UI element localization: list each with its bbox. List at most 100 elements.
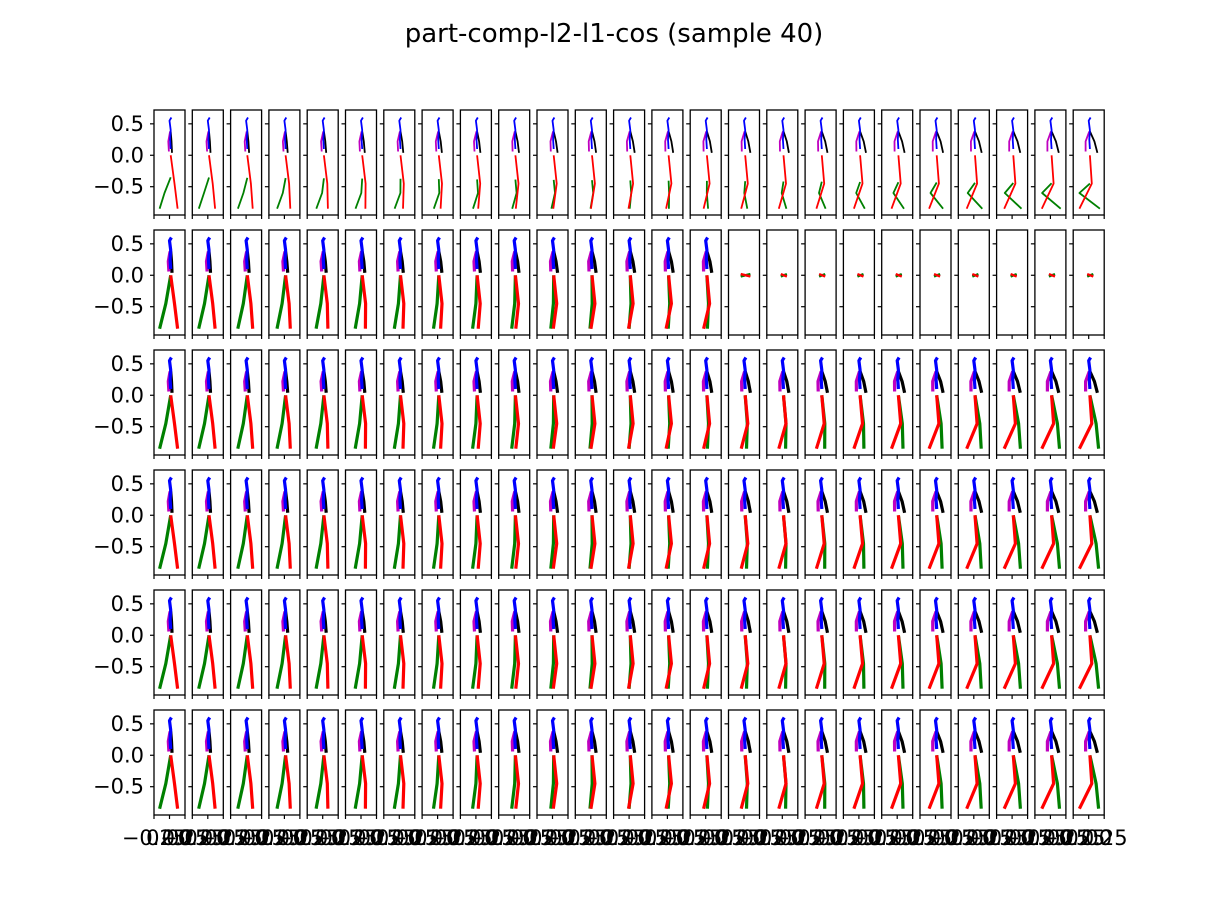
- pose-spine-line: [1048, 356, 1054, 390]
- pose-left-arm-line: [893, 131, 899, 152]
- pose-spine-line: [474, 596, 480, 630]
- x-tick-label: −0.25: [964, 826, 1028, 850]
- subplot-panel: [571, 349, 607, 459]
- pose-right-leg-line: [360, 275, 368, 329]
- pose-right-leg-line: [702, 275, 712, 330]
- pose-spine-line: [283, 117, 288, 150]
- pose-spine-line: [359, 476, 365, 510]
- y-tick-label: −0.5: [93, 295, 144, 319]
- pose-spine-line: [857, 716, 863, 750]
- subplot-panel: [264, 109, 301, 219]
- x-tick-label: 0.00: [721, 826, 768, 850]
- pose-right-leg-line: [895, 272, 903, 278]
- subplot-panel: [456, 469, 493, 579]
- pose-right-leg-line: [1040, 635, 1056, 690]
- subplot-panel: [609, 469, 646, 579]
- pose-spine-line: [972, 356, 978, 390]
- subplot-panel: [992, 589, 1029, 699]
- pose-spine-line: [1087, 117, 1092, 150]
- pose-left-leg-line: [353, 755, 364, 809]
- subplot-panel: [533, 109, 569, 219]
- pose-right-leg-line: [360, 515, 368, 569]
- x-tick-label: −0.25: [275, 826, 339, 850]
- pose-left-arm-line: [358, 131, 363, 152]
- subplot-panel: [379, 229, 416, 339]
- pose-right-arm-line: [667, 131, 675, 153]
- pose-spine-line: [665, 596, 671, 630]
- x-tick-label: 0.25: [698, 826, 745, 850]
- pose-right-leg-line: [169, 155, 179, 209]
- pose-spine-line: [742, 596, 748, 630]
- subplot-panel: [801, 109, 837, 219]
- pose-right-leg-line: [664, 275, 674, 330]
- subplot-panel: [609, 109, 646, 219]
- x-tick-label: 0.00: [223, 826, 270, 850]
- pose-right-leg-line: [513, 395, 521, 449]
- pose-right-arm-line: [1050, 730, 1061, 754]
- subplot-panel: [494, 589, 531, 699]
- pose-right-leg-line: [284, 155, 292, 209]
- pose-spine-line: [780, 716, 786, 750]
- pose-spine-line: [474, 476, 480, 510]
- pose-spine-line: [933, 596, 939, 630]
- x-tick-label: 0.00: [338, 826, 385, 850]
- pose-left-leg-line: [892, 181, 905, 210]
- pose-spine-line: [818, 476, 824, 510]
- subplot-panel: [418, 709, 454, 819]
- subplot-panel: [724, 469, 761, 579]
- y-tick-label: 0.5: [111, 232, 144, 256]
- panel-frame: [804, 229, 837, 336]
- subplot-panel: [188, 709, 224, 819]
- subplot-panel: [456, 109, 493, 219]
- pose-spine-line: [245, 117, 249, 150]
- subplot-panel: [954, 589, 990, 699]
- subplot-panel: [686, 349, 722, 459]
- pose-spine-line: [397, 716, 403, 750]
- pose-spine-line: [895, 476, 901, 510]
- pose-spine-line: [972, 716, 978, 750]
- pose-left-arm-line: [549, 131, 554, 152]
- pose-right-leg-line: [815, 155, 826, 209]
- subplot-panel: [724, 109, 761, 219]
- pose-spine-line: [589, 596, 595, 630]
- subplot-panel: [724, 709, 761, 819]
- pose-left-leg-line: [392, 395, 403, 449]
- x-tick-label: −0.25: [1041, 826, 1105, 850]
- pose-right-leg-line: [664, 635, 674, 690]
- pose-right-leg-line: [739, 395, 750, 450]
- pose-right-leg-line: [814, 755, 826, 810]
- pose-spine-line: [819, 117, 824, 150]
- pose-right-leg-line: [475, 275, 482, 329]
- pose-right-leg-line: [284, 275, 292, 329]
- pose-right-leg-line: [552, 155, 558, 209]
- pose-spine-line: [1010, 716, 1016, 750]
- pose-right-arm-line: [514, 131, 520, 153]
- subplot-panel: [1069, 589, 1105, 699]
- pose-spine-line: [282, 476, 288, 510]
- pose-right-leg-line: [1002, 635, 1018, 690]
- subplot-panel: [494, 109, 531, 219]
- subplot-panel: [571, 109, 607, 219]
- x-tick-label: 0.25: [162, 826, 209, 850]
- pose-left-leg-line: [197, 177, 210, 209]
- pose-right-leg-line: [322, 275, 330, 329]
- subplot-panel: [647, 709, 684, 819]
- pose-spine-line: [666, 117, 671, 150]
- subplot-panel: [1030, 589, 1067, 699]
- subplot-panel: [571, 469, 607, 579]
- subplot-panel: [609, 349, 646, 459]
- pose-right-leg-line: [437, 635, 444, 689]
- pose-right-leg-line: [207, 635, 217, 689]
- subplot-panel: [762, 709, 799, 819]
- pose-right-leg-line: [965, 155, 978, 210]
- subplot-panel: [686, 469, 722, 579]
- subplot-panel: [341, 589, 378, 699]
- subplot-panel: [992, 469, 1029, 579]
- x-tick-label: 0.25: [277, 826, 324, 850]
- y-tick-label: −0.5: [93, 415, 144, 439]
- subplot-panel: [341, 229, 378, 339]
- pose-right-leg-line: [360, 755, 368, 809]
- pose-spine-line: [1010, 356, 1016, 390]
- subplot-panel: [724, 589, 761, 699]
- subplot-panel: [992, 349, 1029, 459]
